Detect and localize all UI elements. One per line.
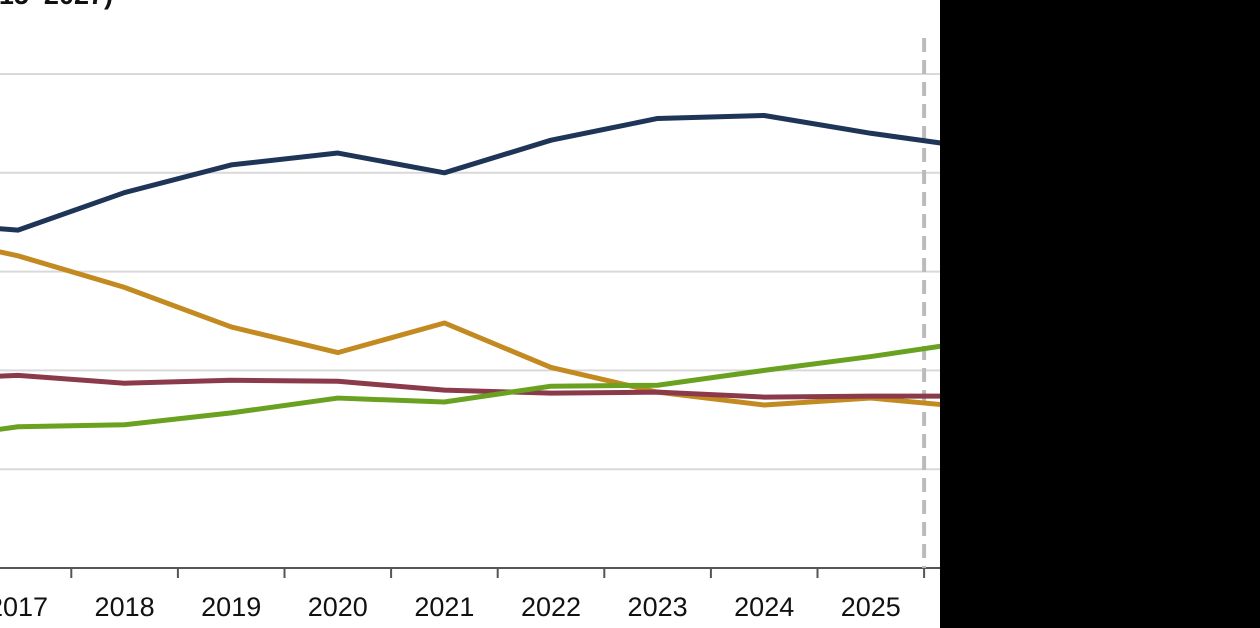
plot: 2017 2018 2019 2020 2021 2022 2023 2024 2025	[0, 38, 978, 622]
x-tick-label: 2022	[521, 592, 581, 622]
plot-background	[0, 0, 940, 628]
series-line	[0, 112, 978, 233]
x-tick-label: 2025	[841, 592, 901, 622]
series-line	[0, 372, 978, 400]
x-tick-label: 2024	[734, 592, 794, 622]
series-line	[0, 249, 978, 411]
series-line	[0, 338, 978, 432]
x-tick-label: 2018	[95, 592, 155, 622]
x-tick-label: 2019	[201, 592, 261, 622]
x-tick-label: 2017	[0, 592, 48, 622]
x-tick-label: 2023	[628, 592, 688, 622]
x-tick-label: 2020	[308, 592, 368, 622]
x-tick-label: 2021	[414, 592, 474, 622]
black-panel	[940, 0, 1260, 628]
chart-title: (2015–2027)	[0, 0, 113, 10]
